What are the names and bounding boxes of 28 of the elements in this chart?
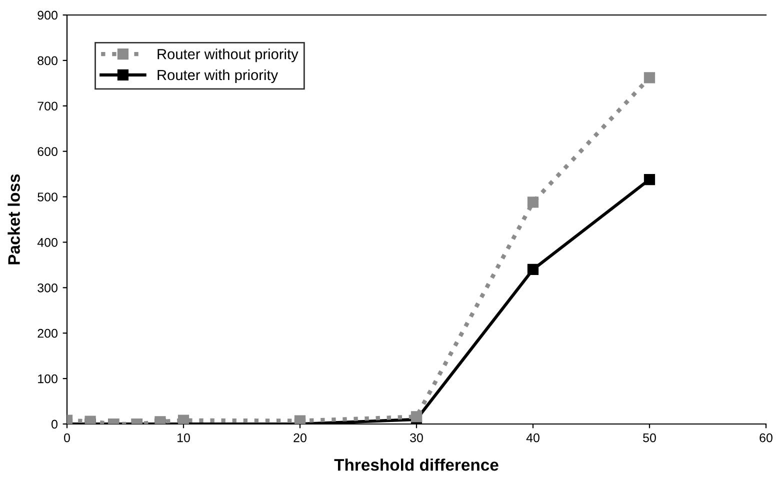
x-tick-label: 50 [643, 433, 656, 442]
point [294, 415, 306, 424]
x-tick-label: 40 [526, 433, 540, 442]
y-tick-label: 100 [38, 374, 58, 384]
y-tick-label: 600 [38, 147, 58, 156]
x-tick-label: 60 [760, 433, 772, 442]
point [644, 72, 656, 84]
y-tick-label: 800 [38, 56, 58, 66]
y-tick-label: 0 [52, 420, 58, 429]
x-axis-title: Threshold difference [334, 458, 498, 471]
legend-label: Router without priority [158, 48, 298, 62]
x-tick-label: 10 [178, 433, 190, 442]
x-tick-label: 0 [64, 433, 70, 442]
point [644, 174, 656, 186]
y-tick-label: 900 [38, 10, 58, 20]
legend-label: Router with priority [158, 69, 278, 84]
point [410, 411, 422, 422]
y-tick-label: 300 [38, 283, 58, 292]
y-tick-label: 500 [38, 192, 58, 202]
point [527, 196, 539, 208]
y-tick-label: 700 [38, 102, 58, 111]
x-tick-label: 30 [410, 433, 423, 442]
y-tick-label: 200 [38, 328, 58, 338]
point [527, 264, 539, 276]
x-tick-label: 20 [294, 433, 306, 442]
y-axis-title: Packet loss [8, 174, 20, 264]
point [178, 414, 190, 424]
y-tick-label: 400 [37, 238, 58, 247]
